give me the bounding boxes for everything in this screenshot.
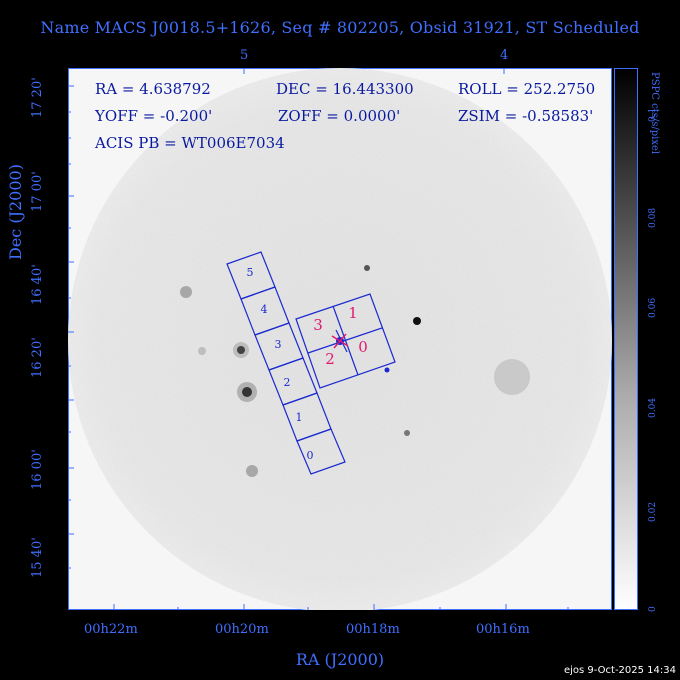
top-tick-4: 4 — [500, 48, 509, 63]
roll-value: ROLL = 252.2750 — [458, 80, 596, 98]
x-tick-00h20m: 00h20m — [215, 622, 269, 637]
x-tick-00h18m: 00h18m — [346, 622, 400, 637]
zoff-value: ZOFF = 0.0000' — [278, 107, 401, 125]
acis-pb-value: ACIS PB = WT006E7034 — [95, 134, 285, 152]
y-tick-16-00: 16 00' — [30, 449, 45, 490]
x-tick-00h16m: 00h16m — [476, 622, 530, 637]
y-tick-16-20: 16 20' — [30, 337, 45, 378]
acis-i-chip-label-0: 0 — [358, 338, 368, 356]
colorbar-tick-002: 0.02 — [648, 501, 658, 522]
colorbar-tick-0: 0 — [648, 606, 658, 612]
y-tick-15-40: 15 40' — [30, 537, 45, 578]
colorbar-title: PSPC cts/s/pixel — [649, 72, 660, 155]
x-ray-sources — [180, 265, 530, 477]
axis-ticks — [68, 68, 569, 610]
yoff-value: YOFF = -0.200' — [95, 107, 213, 125]
acis-s-chip-label-5: 5 — [247, 266, 254, 279]
y-tick-16-40: 16 40' — [30, 264, 45, 305]
top-tick-5: 5 — [240, 48, 249, 63]
colorbar — [614, 68, 638, 610]
acis-s-chip-label-4: 4 — [261, 303, 268, 316]
acis-i-chips — [295, 293, 396, 389]
acis-s-chip-label-2: 2 — [284, 376, 291, 389]
sky-overlay: 5 4 3 2 1 0 3 1 2 0 — [68, 68, 612, 610]
y-axis-title: Dec (J2000) — [6, 164, 25, 260]
ra-value: RA = 4.638792 — [95, 80, 211, 98]
acis-s-chip-label-3: 3 — [275, 338, 282, 351]
acis-i-chip-label-1: 1 — [348, 304, 358, 322]
y-tick-17-00: 17 00' — [30, 171, 45, 212]
dec-value: DEC = 16.443300 — [276, 80, 414, 98]
colorbar-tick-004: 0.04 — [648, 397, 658, 418]
footer-timestamp: ejos 9-Oct-2025 14:34 — [563, 665, 676, 676]
colorbar-tick-006: 0.06 — [648, 297, 658, 318]
y-tick-17-20: 17 20' — [30, 77, 45, 118]
colorbar-tick-008: 0.08 — [648, 207, 658, 228]
x-tick-00h22m: 00h22m — [84, 622, 138, 637]
acis-s-chip-label-0: 0 — [307, 449, 314, 462]
zsim-value: ZSIM = -0.58583' — [458, 107, 594, 125]
acis-i-chip-label-2: 2 — [325, 350, 335, 368]
aimpoint-marker — [331, 329, 390, 373]
acis-s-chip-label-1: 1 — [296, 411, 303, 424]
acis-i-chip-label-3: 3 — [313, 316, 323, 334]
acis-s-chips — [226, 251, 346, 475]
plot-title: Name MACS J0018.5+1626, Seq # 802205, Ob… — [40, 18, 640, 37]
x-axis-title: RA (J2000) — [295, 650, 385, 669]
